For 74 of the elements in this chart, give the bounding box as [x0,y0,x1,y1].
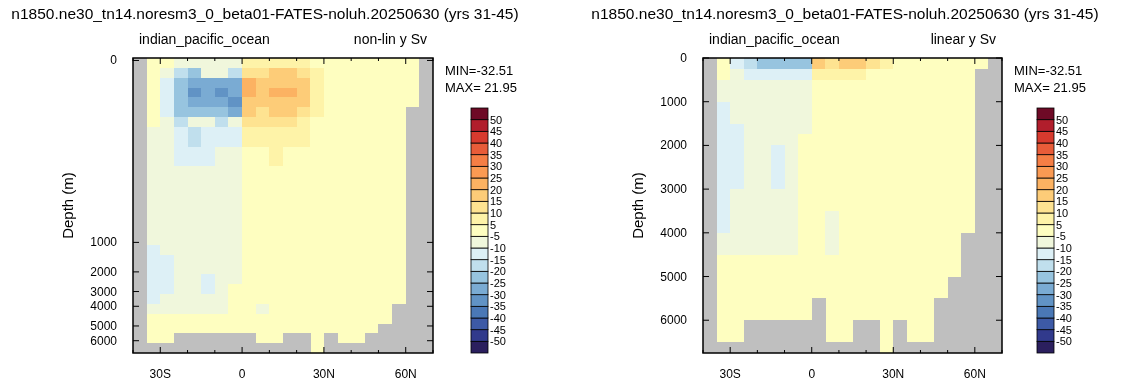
color-bar-label: -15 [490,253,506,266]
color-bar-label: -25 [1056,277,1072,289]
x-tick-label: 30N [882,367,905,381]
x-tick-label: 30S [149,367,171,381]
color-bar-label: -30 [1056,288,1072,301]
color-bar-label: 30 [1056,160,1069,173]
color-bar-label: -50 [1056,335,1072,348]
text: MAX= 21.95 [445,80,517,95]
y-tick-label: 4000 [660,225,688,240]
color-bar-label: -20 [490,265,506,278]
color-bar-label: 50 [1056,113,1069,126]
x-tick-label: 0 [808,367,816,381]
chart-title: n1850.ne30_tn14.noresm3_0_beta01-FATES-noluh.20250630 (yrs 31-45) [591,5,1099,22]
color-bar-label: 30 [490,160,503,173]
color-bar-label: 25 [490,172,503,184]
color-bar-label: 35 [1056,148,1069,161]
y-tick-label: 0 [110,53,118,68]
y-tick-label: 2000 [660,138,688,153]
color-bar-label: -5 [1056,230,1066,243]
color-bar-label: 25 [1056,172,1069,184]
x-tick-label: 30N [312,367,335,381]
y-tick-label: 4000 [90,299,118,314]
text: non-lin y Sv [353,31,427,47]
x-tick-label: 60N [963,367,986,381]
color-bar-label: 10 [490,207,503,219]
text: MAX= 21.95 [1014,80,1086,95]
color-bar-label: -30 [490,288,506,301]
color-bar-label: -40 [1056,312,1072,324]
text: linear y Sv [930,31,996,47]
y-axis-title: Depth (m) [59,172,76,239]
color-bar-label: 45 [490,125,503,138]
y-tick-label: 6000 [90,333,118,348]
chart-subtitle: indian_pacific_ocean [709,31,840,47]
chart-subtitle: indian_pacific_ocean [139,31,270,47]
color-bar-label: -15 [1056,253,1072,266]
color-bar-label: -10 [1056,242,1072,254]
y-axis-title: Depth (m) [629,172,646,239]
y-tick-label: 3000 [660,182,688,197]
y-tick-label: 1000 [660,94,688,109]
color-bar-label: -25 [490,277,506,289]
color-bar-label: -50 [490,335,506,348]
color-bar-label: -5 [490,230,500,243]
y-tick-label: 0 [680,51,688,65]
x-tick-label: 30S [719,367,741,381]
color-bar-label: -10 [490,242,506,254]
color-bar-label: -45 [1056,323,1072,336]
text: MIN=-32.51 [1014,63,1083,78]
color-bar-label: 5 [1056,218,1063,231]
x-tick-label: 0 [238,367,246,381]
chart-title: n1850.ne30_tn14.noresm3_0_beta01-FATES-noluh.20250630 (yrs 31-45) [11,5,519,22]
y-tick-label: 3000 [90,284,118,299]
color-bar-label: -40 [490,312,506,324]
y-tick-label: 1000 [90,235,118,250]
color-bar-label: 20 [1056,183,1069,196]
text: MIN=-32.51 [445,63,514,78]
x-tick-label: 60N [394,367,417,381]
color-bar-label: 35 [490,148,503,161]
color-bar-label: 45 [1056,125,1069,138]
color-bar-label: 40 [1056,137,1069,149]
y-tick-label: 6000 [660,313,688,328]
color-bar-label: -35 [490,300,506,313]
color-bar-label: 40 [490,137,503,149]
color-bar-label: -45 [490,323,506,336]
color-bar-label: 15 [1056,195,1069,208]
color-bar-label: 50 [490,113,503,126]
y-tick-label: 5000 [660,269,688,284]
color-bar-label: -35 [1056,300,1072,313]
color-bar-label: 5 [490,218,497,231]
y-tick-label: 2000 [90,264,118,279]
color-bar-label: -20 [1056,265,1072,278]
y-tick-label: 5000 [90,318,118,333]
color-bar-label: 15 [490,195,503,208]
color-bar-label: 10 [1056,207,1069,219]
color-bar-label: 20 [490,183,503,196]
